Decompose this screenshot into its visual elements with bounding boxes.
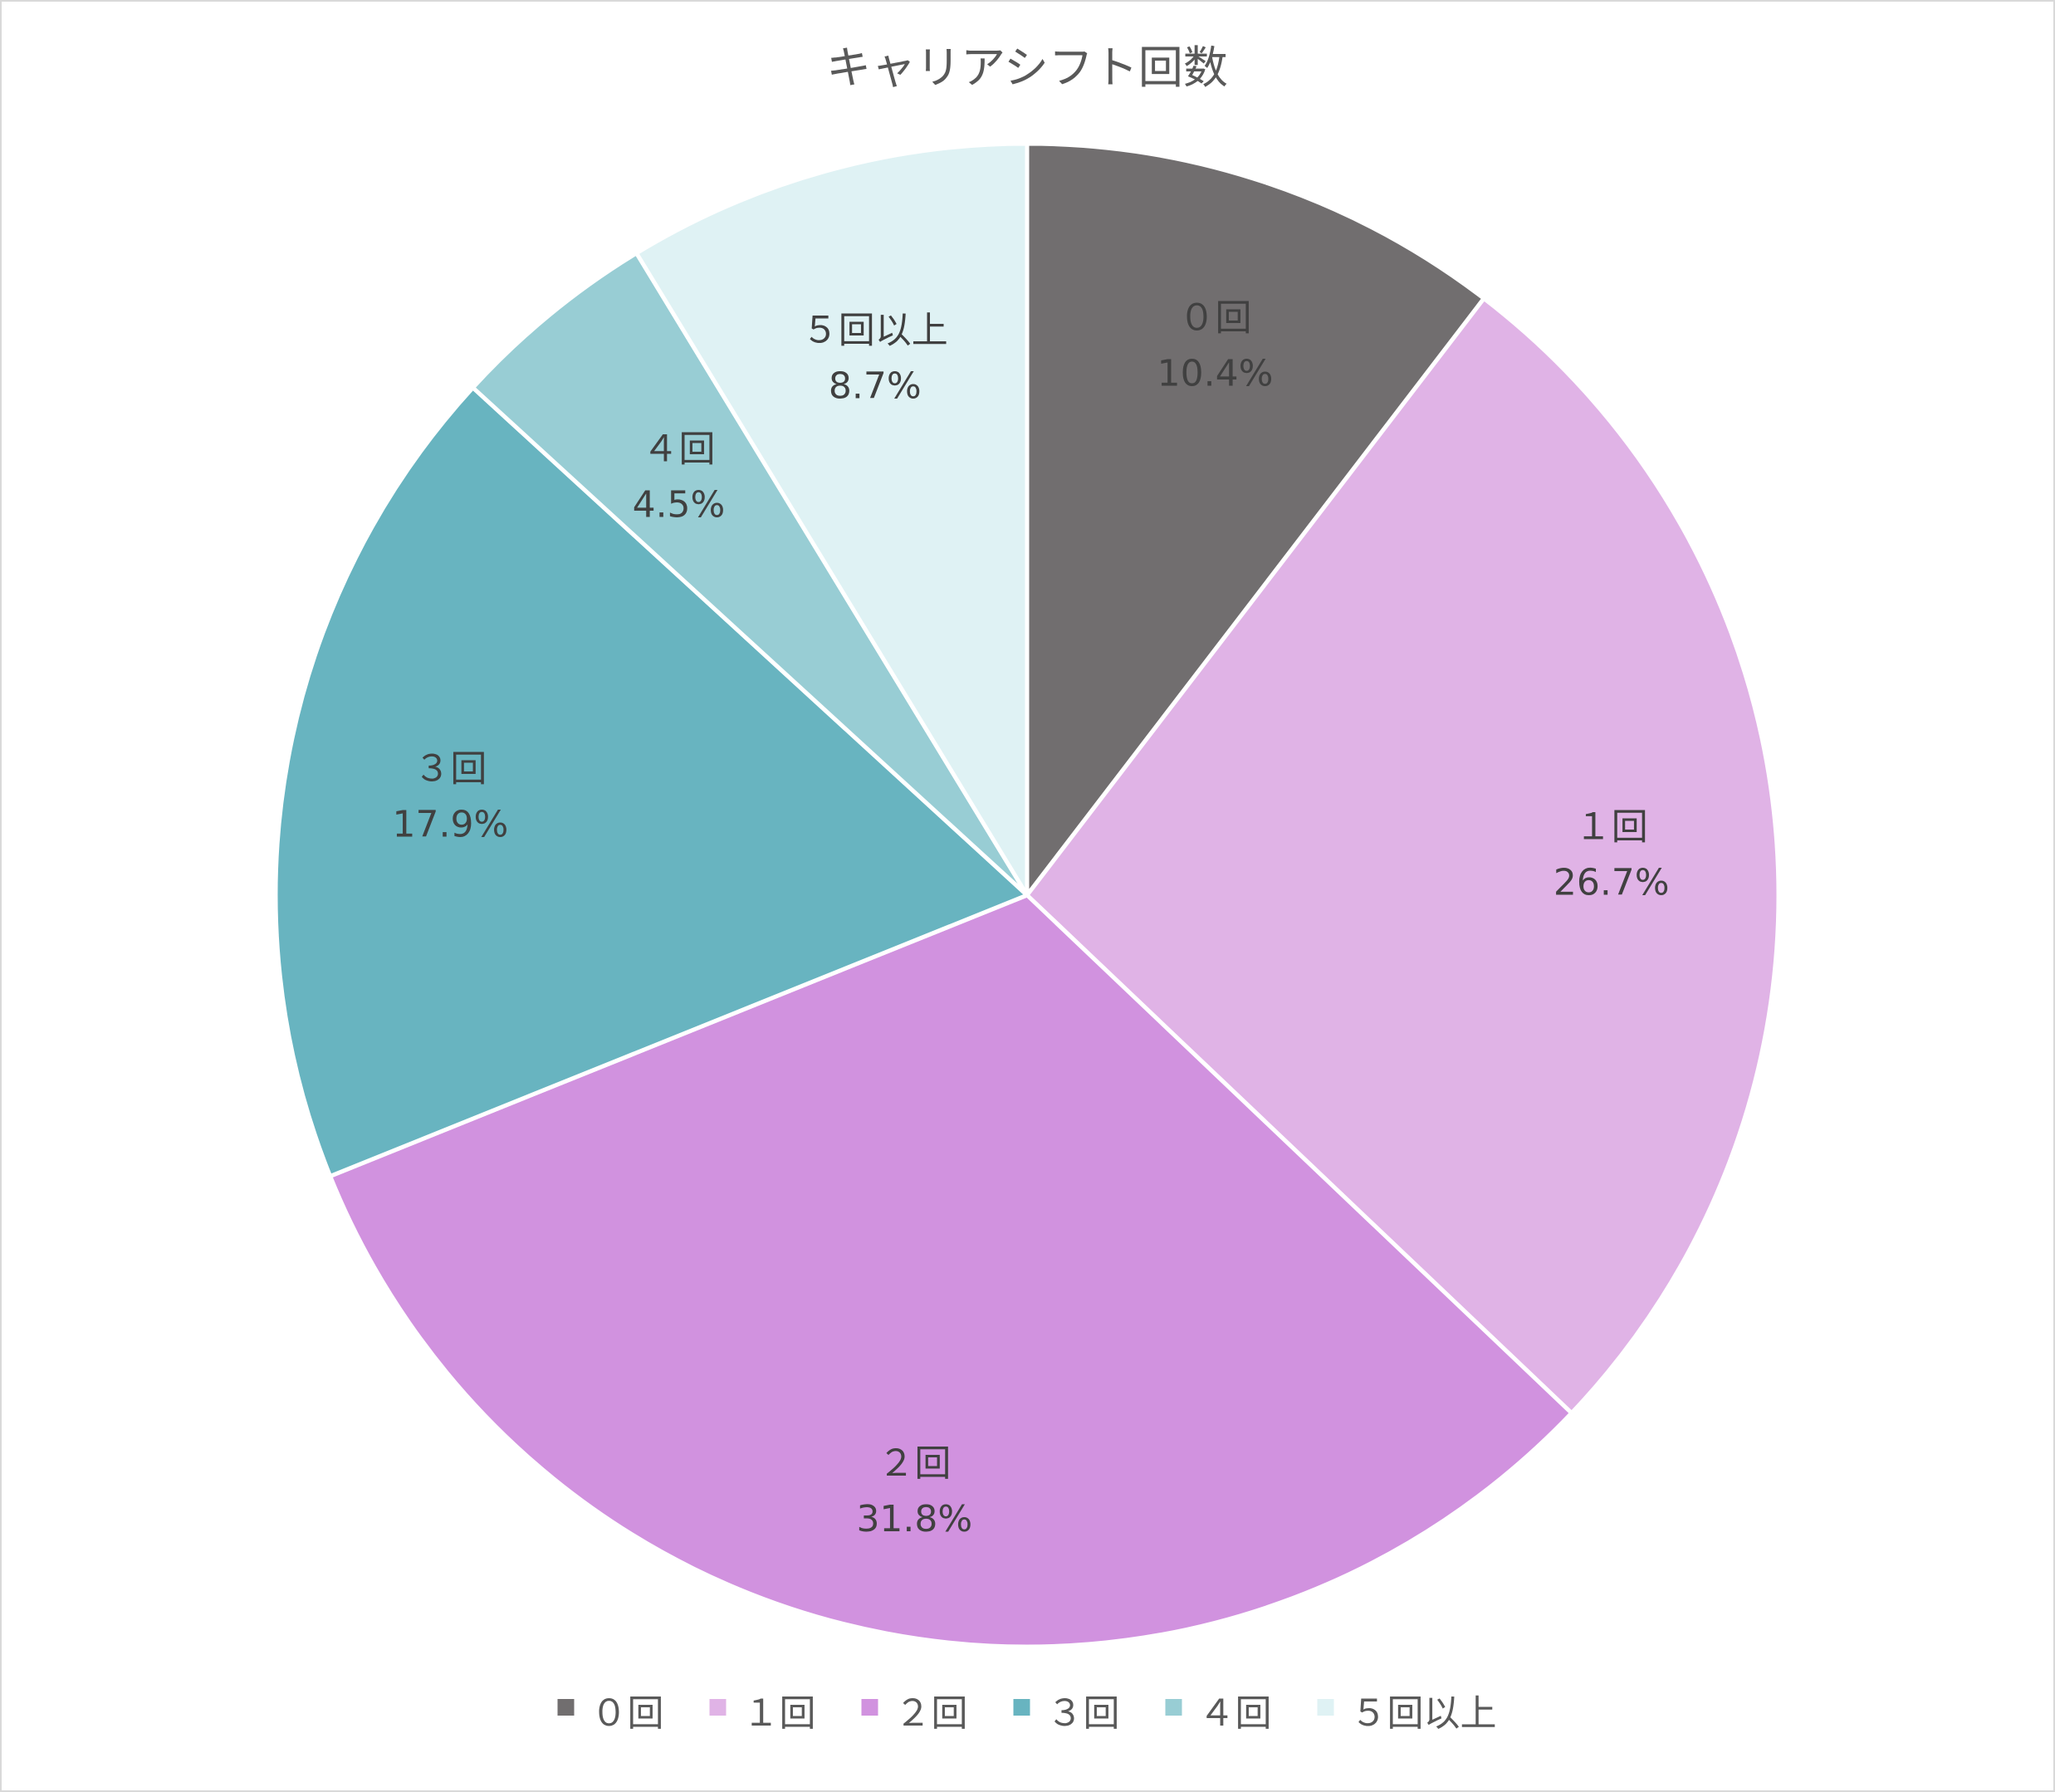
pie-slice [634, 141, 1030, 898]
legend-label: ５回以上 [1351, 1692, 1497, 1735]
slice-value-label: 31.8% [856, 1498, 972, 1540]
slice-value-label: 26.7% [1553, 862, 1670, 904]
legend-label: ３回 [1047, 1692, 1120, 1735]
slice-value-label: 17.9% [392, 803, 508, 845]
slice-value-label: 4.5% [633, 484, 726, 526]
slice-value-label: 10.4% [1157, 352, 1274, 394]
pie-slice [471, 251, 1030, 898]
legend-swatch [557, 1699, 575, 1716]
pie-slices [273, 141, 1781, 1649]
legend-swatch [1317, 1699, 1334, 1716]
slice-category-label: ２回 [878, 1442, 951, 1485]
slice-category-label: ５回以上 [802, 309, 948, 351]
slice-category-label: ３回 [413, 747, 487, 790]
legend-swatch [709, 1699, 727, 1716]
slice-labels: ０回 10.4% １回 26.7% ２回 31.8% ３回 17.9% ４回 4.5% ５回以上 8.… [392, 296, 1669, 1540]
slice-category-label: ４回 [642, 428, 715, 471]
legend-swatch [1013, 1699, 1030, 1716]
pie-slice [273, 385, 1030, 1178]
chart-title: キャリアシフト回数 [826, 42, 1228, 94]
pie-slice [328, 893, 1574, 1649]
legend-label: ０回 [591, 1692, 664, 1735]
legend-swatch [1165, 1699, 1182, 1716]
legend-label: ２回 [895, 1692, 968, 1735]
legend-label: １回 [743, 1692, 816, 1735]
legend-swatch [861, 1699, 878, 1716]
pie-slice [1025, 296, 1781, 1416]
pie-slice [1025, 141, 1486, 898]
legend: ０回 １回 ２回 ３回 ４回 ５回以上 [557, 1692, 1497, 1735]
slice-category-label: ０回 [1179, 296, 1252, 339]
legend-label: ４回 [1199, 1692, 1272, 1735]
slice-value-label: 8.7% [829, 365, 922, 407]
slice-category-label: １回 [1575, 806, 1648, 849]
